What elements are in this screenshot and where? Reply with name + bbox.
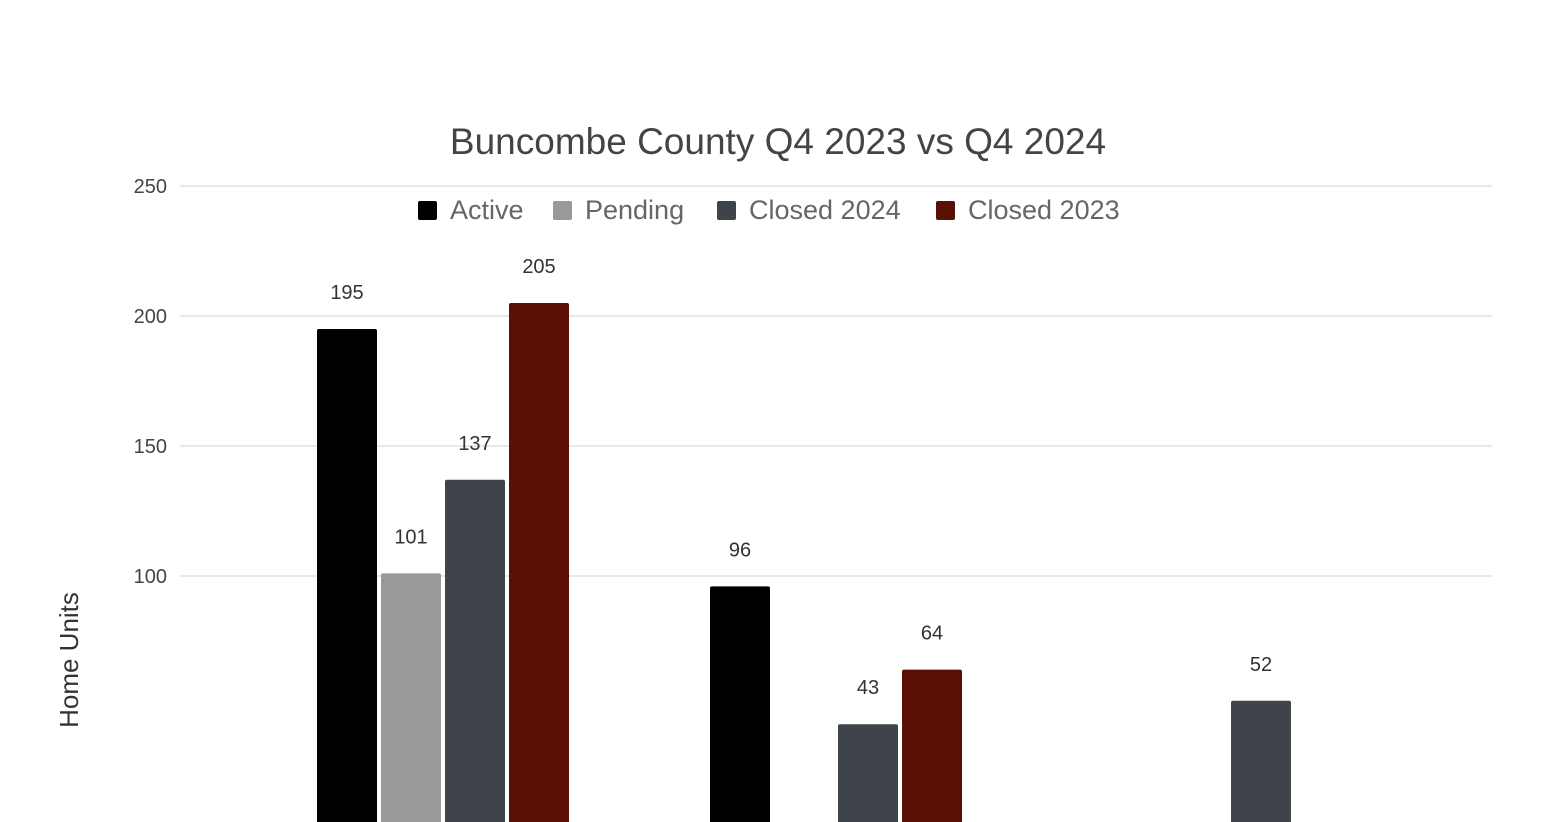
bars [317, 303, 1291, 822]
legend-label: Closed 2023 [968, 195, 1120, 225]
bar-closed-2024 [445, 479, 505, 822]
y-axis-ticks: 100 150 200 250 [134, 176, 167, 588]
bar-closed-2023 [509, 303, 569, 822]
y-tick-label: 100 [134, 566, 167, 588]
data-label: 137 [458, 433, 491, 455]
bar-active [317, 329, 377, 822]
legend-label: Pending [585, 195, 684, 225]
legend-label: Active [450, 195, 524, 225]
bar-active [710, 586, 770, 822]
data-label: 96 [729, 539, 751, 561]
legend-swatch [936, 201, 955, 220]
bar-closed-2024 [838, 724, 898, 822]
data-label: 43 [857, 677, 879, 699]
bar-closed-2024 [1231, 700, 1291, 822]
data-labels: 195 101 137 205 96 43 64 52 [330, 256, 1272, 699]
y-gridlines [180, 185, 1492, 577]
y-tick-label: 150 [134, 436, 167, 458]
data-label: 101 [394, 526, 427, 548]
data-label: 64 [921, 623, 943, 645]
chart-legend: Active Pending Closed 2024 Closed 2023 [418, 195, 1120, 225]
bar-pending [381, 573, 441, 822]
data-label: 195 [330, 282, 363, 304]
bar-closed-2023 [902, 669, 962, 822]
legend-item-pending: Pending [553, 195, 684, 225]
chart-title: Buncombe County Q4 2023 vs Q4 2024 [450, 121, 1106, 162]
y-axis-label: Home Units [54, 592, 84, 728]
legend-item-closed-2024: Closed 2024 [717, 195, 901, 225]
legend-item-closed-2023: Closed 2023 [936, 195, 1120, 225]
data-label: 52 [1250, 654, 1272, 676]
legend-swatch [553, 201, 572, 220]
y-tick-label: 250 [134, 176, 167, 198]
legend-item-active: Active [418, 195, 524, 225]
legend-swatch [717, 201, 736, 220]
y-tick-label: 200 [134, 306, 167, 328]
legend-label: Closed 2024 [749, 195, 901, 225]
legend-swatch [418, 201, 437, 220]
data-label: 205 [522, 256, 555, 278]
